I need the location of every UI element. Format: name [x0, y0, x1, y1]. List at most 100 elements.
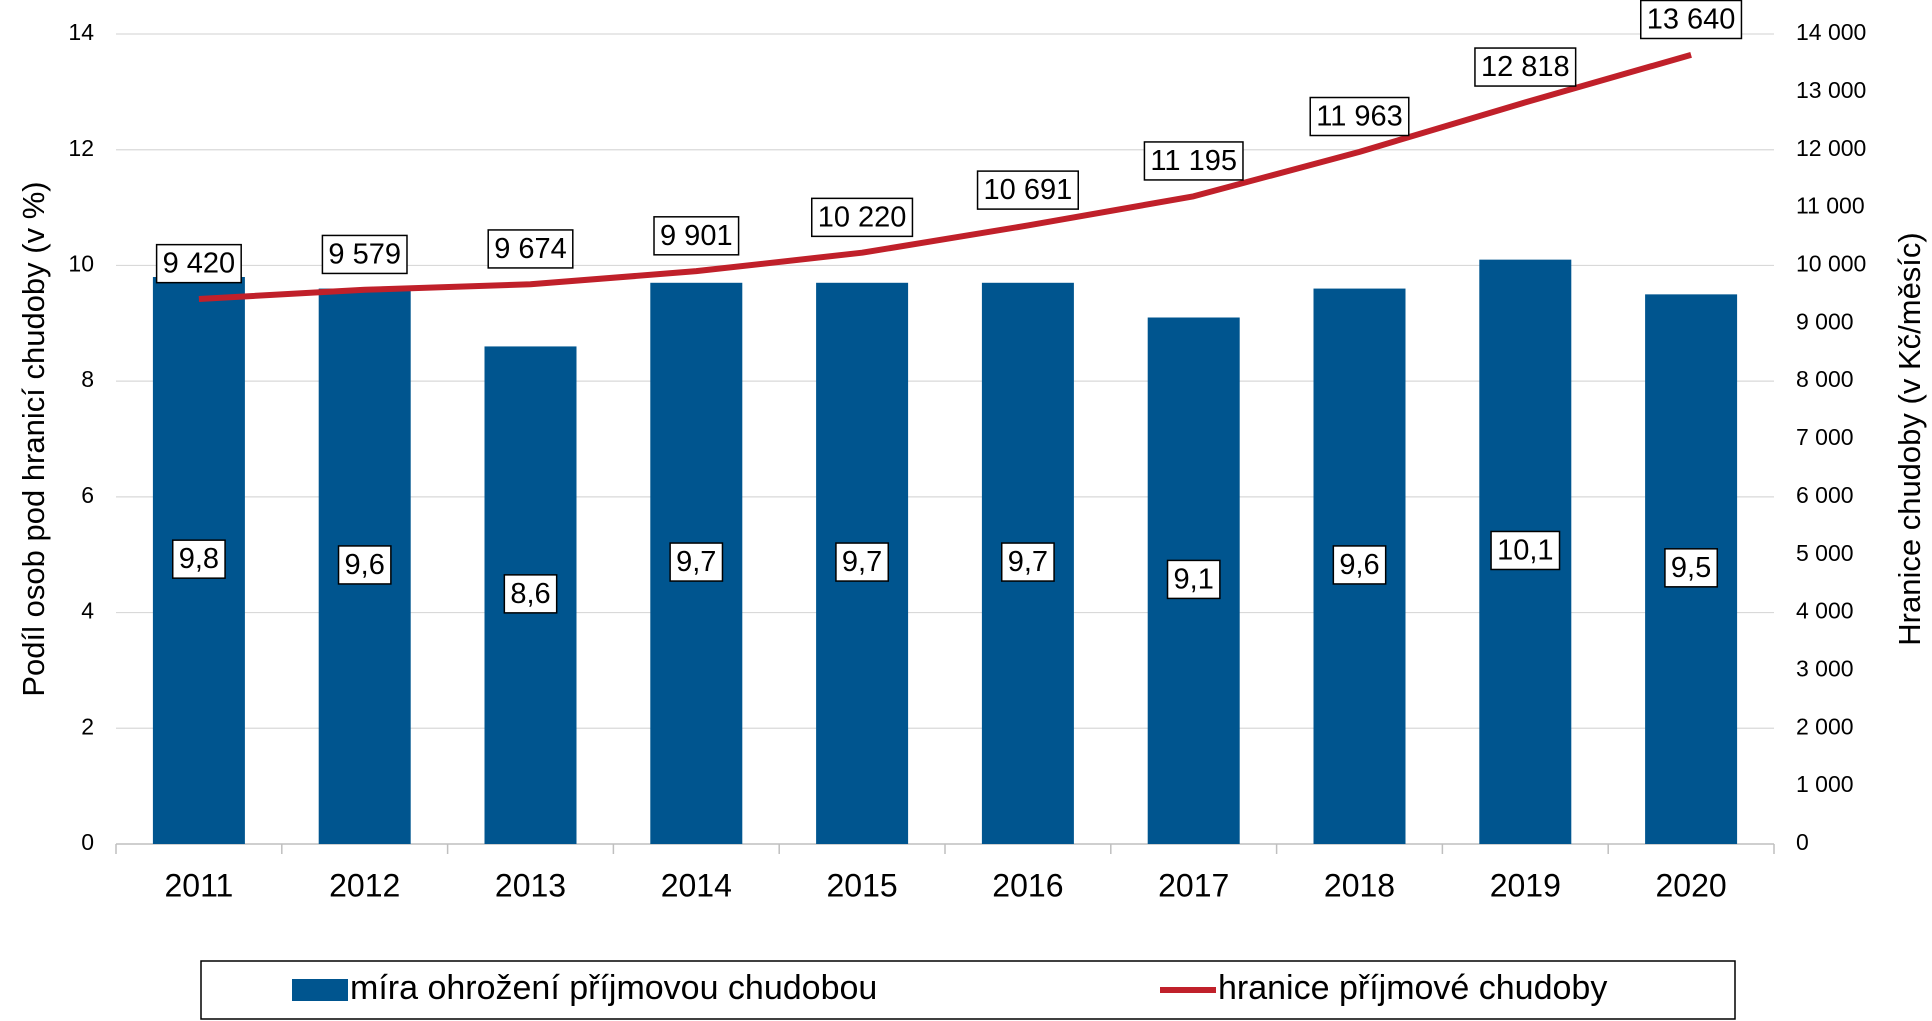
x-tick-label: 2020	[1656, 867, 1727, 903]
y2-tick-label: 14 000	[1796, 19, 1866, 45]
bar-label: 10,1	[1497, 534, 1553, 566]
bar-label: 9,7	[669, 542, 724, 582]
y2-tick-label: 5 000	[1796, 540, 1854, 566]
label-box	[1490, 530, 1561, 571]
x-tick-label: 2012	[329, 867, 400, 903]
y-tick-label: 10	[68, 251, 94, 277]
legend-label: hranice příjmové chudoby	[1218, 969, 1607, 1007]
line-label: 9 901	[660, 220, 733, 252]
bar-label: 9,5	[1664, 548, 1719, 588]
label-box	[810, 197, 914, 238]
label-box	[321, 234, 408, 275]
label-box	[1664, 548, 1719, 588]
line-label: 9 579	[328, 238, 401, 270]
bar-label: 10,1	[1490, 530, 1561, 571]
y-tick-label: 6	[81, 482, 94, 508]
legend-box	[200, 960, 1736, 1020]
x-tick-label: 2013	[495, 867, 566, 903]
line-label: 9 579	[321, 234, 408, 275]
bar-label: 9,7	[1008, 546, 1048, 578]
legend-swatch	[292, 979, 348, 1001]
bar-label: 9,1	[1174, 563, 1214, 595]
y2-tick-label: 10 000	[1796, 251, 1866, 277]
line-label: 9 420	[163, 248, 236, 280]
line-label: 10 691	[984, 174, 1073, 206]
line-label: 10 220	[818, 201, 907, 233]
label-box	[835, 542, 890, 582]
bar-label: 9,7	[1000, 542, 1055, 582]
label-box	[171, 539, 226, 579]
y-tick-label: 0	[81, 829, 94, 855]
line-label: 12 818	[1474, 47, 1577, 87]
y2-tick-label: 12 000	[1796, 135, 1866, 161]
y2-tick-label: 9 000	[1796, 308, 1854, 334]
y-tick-label: 2	[81, 713, 94, 739]
x-tick-label: 2011	[164, 867, 233, 903]
bar-label: 9,8	[171, 539, 226, 579]
line-label: 9 674	[494, 233, 567, 265]
bar-label: 9,6	[1339, 549, 1379, 581]
y2-tick-label: 11 000	[1796, 193, 1865, 219]
label-box	[976, 170, 1080, 210]
x-tick-label: 2014	[661, 867, 732, 903]
y2-tick-label: 2 000	[1796, 713, 1854, 739]
y-tick-label: 4	[81, 598, 94, 624]
label-box	[1474, 47, 1577, 87]
label-box	[487, 229, 574, 269]
line-label: 13 640	[1639, 0, 1743, 40]
legend-label: míra ohrožení příjmovou chudobou	[350, 969, 877, 1007]
y2-tick-label: 7 000	[1796, 424, 1854, 450]
line-label: 9 674	[487, 229, 574, 269]
label-box	[1639, 0, 1743, 40]
label-box	[1332, 545, 1387, 585]
bar-label: 8,6	[510, 578, 550, 610]
bar-label: 9,6	[1332, 545, 1387, 585]
y2-tick-label: 6 000	[1796, 482, 1854, 508]
y-tick-label: 12	[68, 135, 94, 161]
y-tick-label: 8	[81, 366, 94, 392]
bar-label: 9,1	[1166, 559, 1221, 600]
y2-tick-label: 1 000	[1796, 771, 1854, 797]
bar-label: 9,6	[345, 549, 385, 581]
line-label: 12 818	[1481, 51, 1570, 83]
line-label: 9 901	[653, 216, 740, 256]
x-tick-label: 2018	[1324, 867, 1395, 903]
label-box	[1000, 542, 1055, 582]
y2-tick-label: 8 000	[1796, 366, 1854, 392]
bar-label: 8,6	[503, 574, 558, 614]
label-box	[1309, 96, 1410, 137]
label-box	[1166, 559, 1221, 600]
line-label: 13 640	[1647, 3, 1736, 35]
bar-label: 9,5	[1671, 552, 1711, 584]
y-tick-label: 14	[68, 19, 94, 45]
bar-label: 9,7	[835, 542, 890, 582]
y2-tick-label: 4 000	[1796, 598, 1854, 624]
bar-label: 9,7	[842, 546, 882, 578]
line-label: 10 220	[810, 197, 914, 238]
label-box	[503, 574, 558, 614]
y2-tick-label: 0	[1796, 829, 1809, 855]
line-label: 9 420	[155, 243, 242, 284]
label-box	[653, 216, 740, 256]
x-tick-label: 2017	[1158, 867, 1229, 903]
label-box	[669, 542, 724, 582]
bar-label: 9,6	[337, 545, 392, 585]
label-box	[1143, 141, 1244, 181]
label-box	[155, 243, 242, 284]
line-label: 11 963	[1309, 96, 1410, 137]
y2-axis-title: Hranice chudoby (v Kč/měsíc)	[1892, 232, 1927, 645]
line-label: 11 195	[1143, 141, 1244, 181]
bar-label: 9,8	[179, 543, 219, 575]
bar-label: 9,7	[676, 546, 716, 578]
x-tick-label: 2015	[827, 867, 898, 903]
line-label: 10 691	[976, 170, 1080, 210]
line-label: 11 195	[1150, 145, 1237, 177]
label-box	[337, 545, 392, 585]
line-label: 11 963	[1316, 101, 1403, 133]
line	[198, 51, 1692, 302]
y2-tick-label: 13 000	[1796, 77, 1866, 103]
y-axis-title: Podíl osob pod hranicí chudoby (v %)	[16, 181, 51, 696]
y2-tick-label: 3 000	[1796, 656, 1854, 682]
x-tick-label: 2019	[1490, 867, 1561, 903]
